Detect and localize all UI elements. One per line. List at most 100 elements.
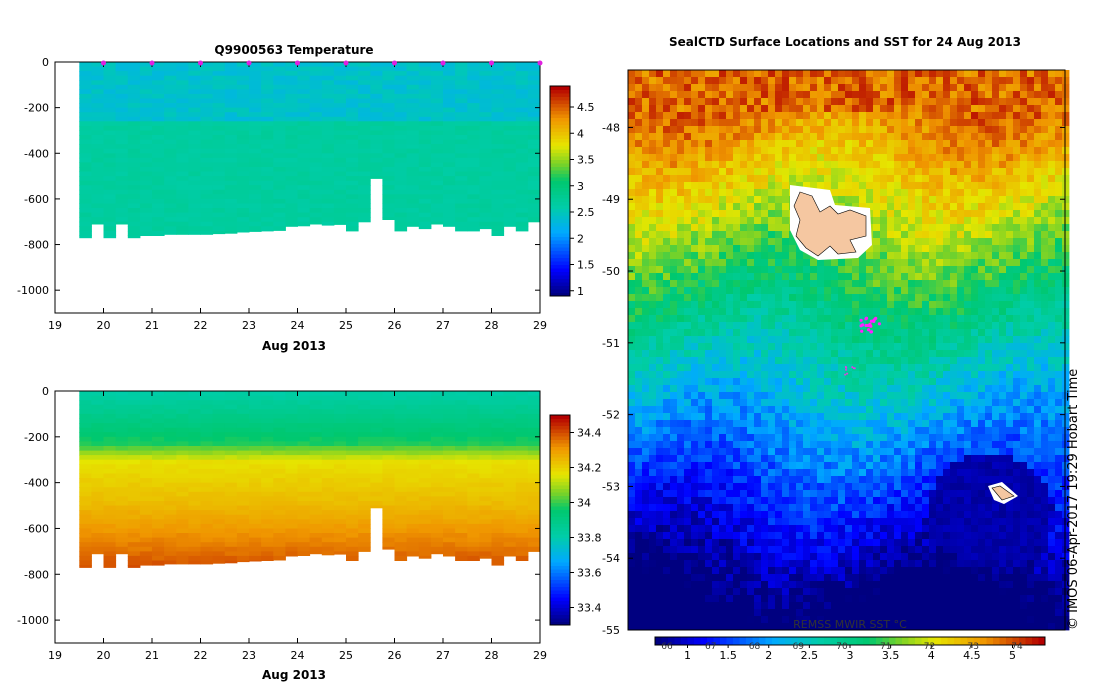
section-cell — [406, 537, 420, 543]
section-cell — [297, 501, 311, 507]
colorbar-step — [550, 541, 570, 545]
sst-cell — [1020, 70, 1028, 78]
section-cell — [224, 400, 238, 406]
section-cell — [491, 171, 505, 177]
sst-cell — [712, 98, 720, 106]
section-cell — [249, 514, 262, 520]
sst-cell — [978, 133, 986, 141]
section-cell — [188, 505, 201, 511]
section-cell — [406, 203, 420, 209]
section-cell — [115, 135, 129, 141]
section-cell — [224, 66, 238, 72]
section-cell — [382, 537, 395, 543]
sst-cell — [908, 98, 916, 106]
sst-cell — [649, 266, 657, 274]
section-cell — [285, 66, 298, 72]
section-cell — [297, 533, 311, 539]
sst-cell — [978, 266, 986, 274]
sst-cell — [761, 231, 769, 239]
sst-cell — [754, 252, 762, 260]
sst-cell — [824, 119, 832, 127]
section-cell — [152, 391, 165, 397]
section-cell — [321, 432, 335, 438]
section-cell — [394, 455, 408, 461]
section-cell — [455, 510, 468, 516]
section-cell — [515, 395, 529, 401]
section-cell — [261, 459, 274, 465]
section-cell — [333, 221, 347, 225]
section-cell — [79, 226, 92, 232]
sst-cell — [964, 259, 972, 267]
section-cell — [285, 446, 298, 452]
sst-cell — [831, 273, 839, 281]
section-cell — [127, 135, 141, 141]
sst-cell — [901, 105, 909, 113]
section-cell — [176, 221, 189, 227]
sst-cell — [887, 84, 895, 92]
sst-cell — [1020, 224, 1028, 232]
sst-cell — [677, 112, 685, 120]
section-cell — [455, 441, 468, 447]
sst-cell — [838, 105, 846, 113]
section-cell — [491, 66, 505, 72]
sst-cell — [1041, 182, 1049, 190]
section-cell — [249, 404, 262, 410]
section-cell — [515, 103, 529, 109]
section-cell — [261, 473, 274, 479]
section-cell — [91, 157, 104, 163]
sst-cell — [1048, 91, 1056, 99]
section-cell — [346, 510, 359, 516]
sst-cell — [978, 91, 986, 99]
sst-cell — [796, 147, 804, 155]
section-cell — [200, 93, 214, 99]
section-cell — [249, 98, 262, 104]
sst-cell — [1020, 98, 1028, 106]
sst-cell — [880, 147, 888, 155]
section-cell — [152, 478, 165, 484]
section-cell — [491, 446, 505, 452]
section-cell — [200, 455, 214, 461]
section-cell — [346, 162, 359, 168]
sst-cell — [908, 133, 916, 141]
section-cell — [164, 404, 177, 410]
section-cell — [164, 162, 177, 168]
sst-cell — [915, 147, 923, 155]
section-cell — [188, 71, 201, 77]
section-cell — [370, 482, 383, 488]
sst-cell — [950, 119, 958, 127]
section-cell — [527, 217, 541, 223]
section-cell — [491, 533, 505, 539]
sst-cell — [684, 210, 692, 218]
section-cell — [503, 162, 517, 168]
section-cell — [200, 528, 214, 534]
section-cell — [418, 221, 432, 227]
section-cell — [297, 217, 311, 223]
section-cell — [176, 505, 189, 511]
section-cell — [382, 409, 395, 415]
section-cell — [467, 198, 480, 204]
sst-cell — [635, 196, 643, 204]
sst-cell — [817, 126, 825, 134]
section-cell — [285, 533, 298, 539]
sst-cell — [768, 210, 776, 218]
section-cell — [176, 180, 189, 186]
section-cell — [527, 478, 541, 484]
sst-cell — [1055, 147, 1063, 155]
section-cell — [394, 221, 408, 227]
sst-cell — [635, 245, 643, 253]
section-cell — [103, 130, 117, 136]
sst-cell — [971, 140, 979, 148]
section-cell — [430, 221, 444, 225]
sst-cell — [1062, 175, 1070, 183]
sst-cell — [663, 147, 671, 155]
sst-cell — [712, 245, 720, 253]
section-cell — [491, 482, 505, 488]
section-cell — [309, 98, 323, 104]
sst-cell — [768, 168, 776, 176]
section-cell — [188, 400, 201, 406]
section-cell — [491, 505, 505, 511]
sst-cell — [733, 77, 741, 85]
sst-cell — [754, 238, 762, 246]
section-cell — [503, 198, 517, 204]
section-cell — [346, 551, 359, 557]
